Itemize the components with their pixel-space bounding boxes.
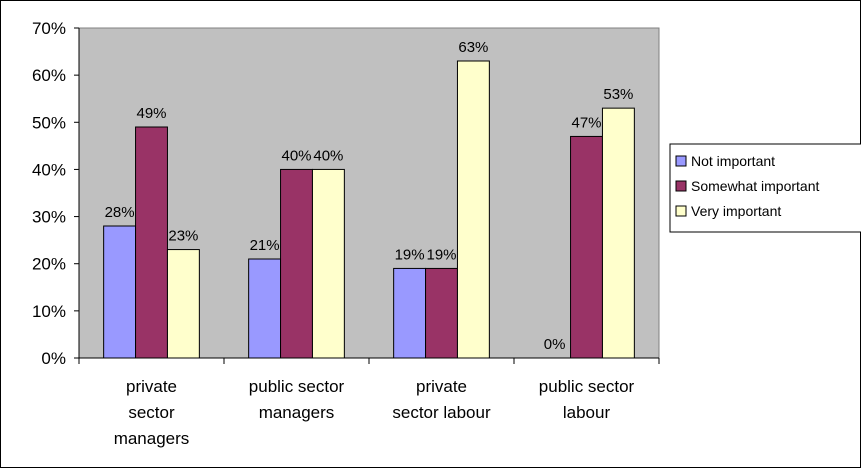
data-label: 23% bbox=[168, 228, 198, 245]
data-label: 21% bbox=[250, 237, 280, 254]
x-category-label: sector labour bbox=[392, 403, 491, 422]
data-label: 19% bbox=[395, 246, 425, 263]
bar bbox=[311, 168, 345, 359]
bar bbox=[425, 267, 458, 359]
x-category-label: labour bbox=[563, 403, 611, 422]
bar bbox=[280, 168, 313, 359]
y-tick-label: 40% bbox=[32, 160, 66, 179]
y-tick-label: 60% bbox=[32, 66, 66, 85]
data-label: 49% bbox=[136, 105, 166, 122]
bar bbox=[135, 126, 168, 359]
y-tick-label: 30% bbox=[32, 208, 66, 227]
bar bbox=[570, 135, 603, 359]
legend-label: Somewhat important bbox=[691, 178, 820, 194]
y-tick-label: 50% bbox=[32, 113, 66, 132]
legend-label: Very important bbox=[691, 203, 781, 219]
data-label: 47% bbox=[571, 114, 601, 131]
x-category-label: public sector bbox=[249, 377, 345, 396]
bar bbox=[393, 267, 427, 359]
bar bbox=[456, 60, 490, 359]
legend-swatch bbox=[675, 205, 687, 217]
bar bbox=[166, 249, 200, 359]
x-category-label: managers bbox=[259, 403, 335, 422]
bar bbox=[248, 258, 282, 359]
data-label: 28% bbox=[105, 204, 135, 221]
x-category-label: public sector bbox=[539, 377, 635, 396]
data-label: 63% bbox=[458, 39, 488, 56]
y-tick-label: 70% bbox=[32, 19, 66, 38]
data-label: 40% bbox=[313, 147, 343, 164]
legend-swatch bbox=[675, 155, 687, 167]
bar bbox=[103, 225, 137, 359]
y-tick-label: 20% bbox=[32, 255, 66, 274]
data-label: 0% bbox=[544, 336, 566, 353]
bar bbox=[601, 107, 635, 359]
data-label: 53% bbox=[603, 86, 633, 103]
legend-label: Not important bbox=[691, 153, 775, 169]
x-category-label: managers bbox=[114, 429, 190, 448]
y-tick-label: 10% bbox=[32, 302, 66, 321]
legend-swatch bbox=[675, 180, 687, 192]
x-category-label: sector bbox=[128, 403, 175, 422]
x-category-label: private bbox=[416, 377, 467, 396]
x-category-label: private bbox=[126, 377, 177, 396]
data-label: 19% bbox=[426, 246, 456, 263]
legend-box bbox=[669, 143, 861, 233]
y-tick-label: 0% bbox=[41, 349, 66, 368]
data-label: 40% bbox=[281, 147, 311, 164]
